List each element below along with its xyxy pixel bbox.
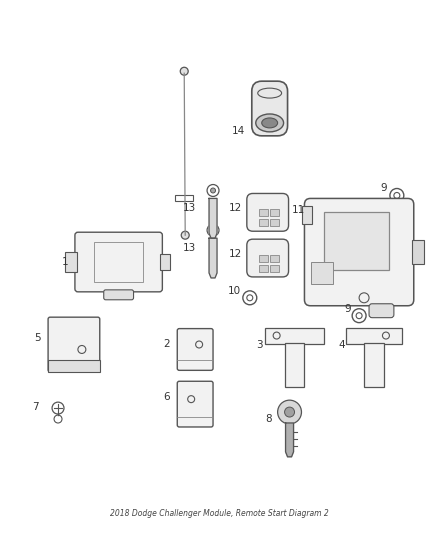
Bar [94,242,144,282]
Bar [259,219,268,226]
Text: 12: 12 [229,249,242,259]
Text: 14: 14 [232,126,245,136]
Text: 1: 1 [61,257,68,267]
FancyBboxPatch shape [177,381,213,427]
Text: 13: 13 [183,243,196,253]
Text: 12: 12 [229,204,242,213]
Text: 2018 Dodge Challenger Module, Remote Start Diagram 2: 2018 Dodge Challenger Module, Remote Sta… [110,509,328,518]
Bar [270,255,279,262]
Bar [65,252,77,272]
Bar [259,255,268,262]
Bar [311,262,333,284]
Bar [346,328,402,343]
FancyBboxPatch shape [304,198,414,306]
Bar [160,254,170,270]
Text: 6: 6 [164,392,170,402]
FancyBboxPatch shape [247,239,289,277]
FancyBboxPatch shape [252,81,288,136]
Bar [285,343,304,387]
Bar [175,196,193,201]
FancyBboxPatch shape [104,290,134,300]
Bar [259,265,268,272]
Text: 13: 13 [183,204,196,213]
Bar [259,209,268,216]
Text: 7: 7 [32,402,39,412]
FancyBboxPatch shape [177,329,213,370]
FancyBboxPatch shape [48,317,100,372]
Bar [270,265,279,272]
Bar [48,360,100,372]
Circle shape [278,400,301,424]
Circle shape [180,67,188,75]
Bar [303,206,312,224]
Text: 4: 4 [339,341,345,351]
Text: 9: 9 [345,304,351,314]
Text: 3: 3 [256,341,263,351]
Text: 10: 10 [228,286,241,296]
Text: 2: 2 [164,338,170,349]
Bar [364,343,384,387]
Text: 9: 9 [380,183,387,193]
FancyBboxPatch shape [247,193,289,231]
FancyBboxPatch shape [369,304,394,318]
Polygon shape [209,238,217,278]
Circle shape [211,188,215,193]
Bar [270,209,279,216]
Bar [265,328,324,343]
Circle shape [285,407,294,417]
Text: 8: 8 [265,414,272,424]
Ellipse shape [256,114,283,132]
Polygon shape [286,423,293,457]
Bar [270,219,279,226]
Bar [324,212,389,270]
Polygon shape [209,198,217,238]
Text: 11: 11 [292,205,305,215]
FancyBboxPatch shape [75,232,162,292]
Circle shape [181,231,189,239]
Ellipse shape [262,118,278,128]
Circle shape [211,228,215,233]
Text: 5: 5 [35,333,41,343]
Bar [412,240,424,264]
